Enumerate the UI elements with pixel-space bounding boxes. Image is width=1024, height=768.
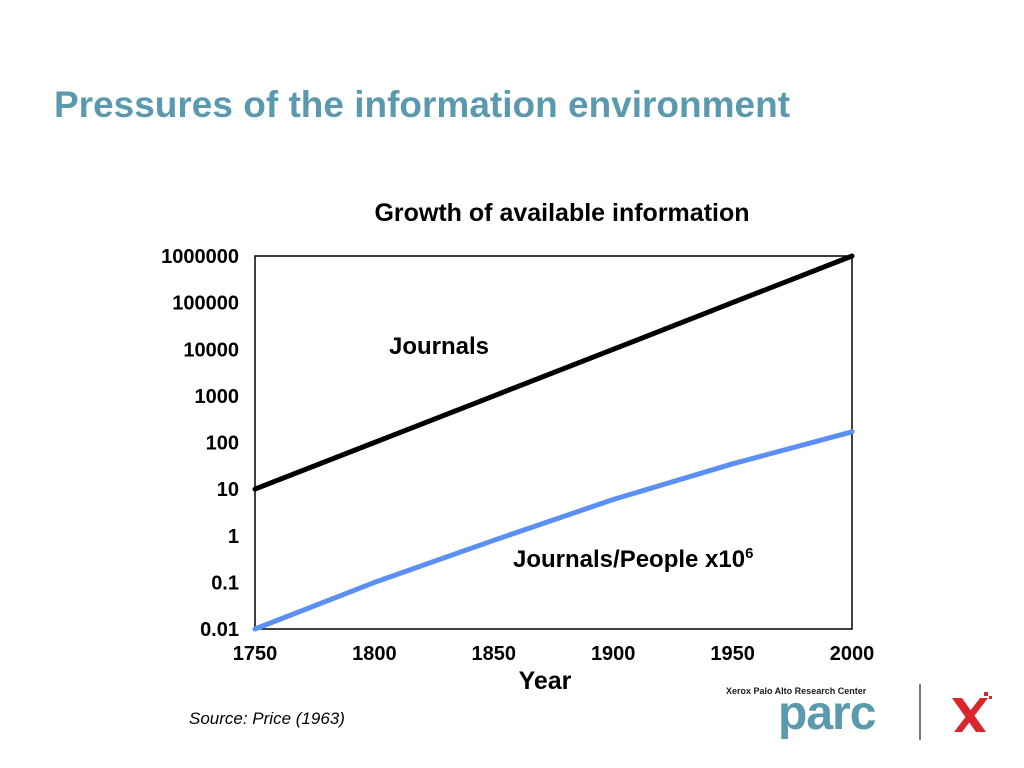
y-tick-label: 1 xyxy=(228,526,239,548)
page-title: Pressures of the information environment xyxy=(54,84,791,125)
series-label-journals: Journals xyxy=(389,333,489,360)
y-tick-label: 10000 xyxy=(183,339,239,361)
plot-area-frame xyxy=(254,255,853,630)
y-tick-label: 1000000 xyxy=(161,246,239,268)
x-axis-ticks: 1750 1800 1850 1900 1950 2000 xyxy=(233,643,875,665)
series-line-0 xyxy=(252,253,855,492)
x-tick-label: 2000 xyxy=(830,643,875,665)
y-tick-label: 100000 xyxy=(172,293,239,315)
logo-wordmark: parc xyxy=(778,687,876,740)
y-tick-label: 0.1 xyxy=(211,572,239,594)
x-tick-label: 1800 xyxy=(352,643,397,665)
y-tick-label: 10 xyxy=(217,479,239,501)
x-tick-label: 1750 xyxy=(233,643,278,665)
x-tick-label: 1900 xyxy=(591,643,636,665)
xerox-x-icon xyxy=(952,692,992,732)
series-label-superscript: 6 xyxy=(745,545,753,562)
chart-title: Growth of available information xyxy=(374,199,749,227)
x-tick-label: 1950 xyxy=(710,643,755,665)
logo-caption: Xerox Palo Alto Research Center xyxy=(726,686,867,696)
parc-logo: Xerox Palo Alto Research Center parc xyxy=(726,684,996,744)
source-note: Source: Price (1963) xyxy=(189,709,345,728)
series-group xyxy=(252,253,855,632)
y-tick-label: 0.01 xyxy=(200,619,239,641)
y-axis-ticks: 0.01 0.1 1 10 100 1000 10000 100000 1000000 xyxy=(161,246,239,641)
y-tick-label: 100 xyxy=(206,433,239,455)
series-label-journals-people: Journals/People x106 xyxy=(513,545,753,573)
x-tick-label: 1850 xyxy=(472,643,517,665)
logo-divider xyxy=(919,684,921,740)
series-line-1 xyxy=(252,429,855,632)
series-label-text: Journals/People x10 xyxy=(513,546,745,573)
line-chart: Growth of available information 0.01 0.1 1… xyxy=(161,199,875,695)
x-axis-label: Year xyxy=(519,667,572,695)
y-tick-label: 1000 xyxy=(195,386,240,408)
